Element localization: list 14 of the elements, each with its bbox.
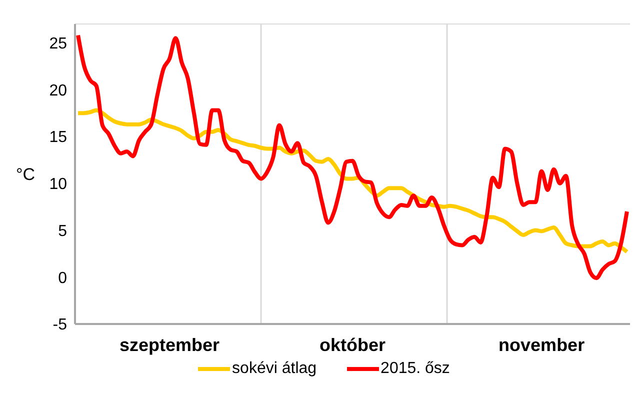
- legend-label: 2015. ősz: [380, 360, 450, 378]
- line-series: [76, 33, 629, 280]
- y-tick-label: 5: [58, 222, 68, 240]
- x-tick-label: október: [319, 334, 386, 355]
- y-tick-label: 25: [49, 35, 68, 52]
- legend-label: sokévi átlag: [232, 360, 317, 378]
- x-tick-label: szeptember: [120, 334, 220, 355]
- y-tick-label: 10: [49, 176, 68, 194]
- x-tick-label: november: [498, 334, 585, 355]
- y-tick-label: 15: [49, 129, 68, 146]
- y-axis-title: °C: [16, 165, 36, 184]
- y-tick-label: -5: [52, 316, 68, 334]
- y-tick-label: 0: [58, 270, 68, 287]
- y-tick-label: 20: [49, 82, 68, 100]
